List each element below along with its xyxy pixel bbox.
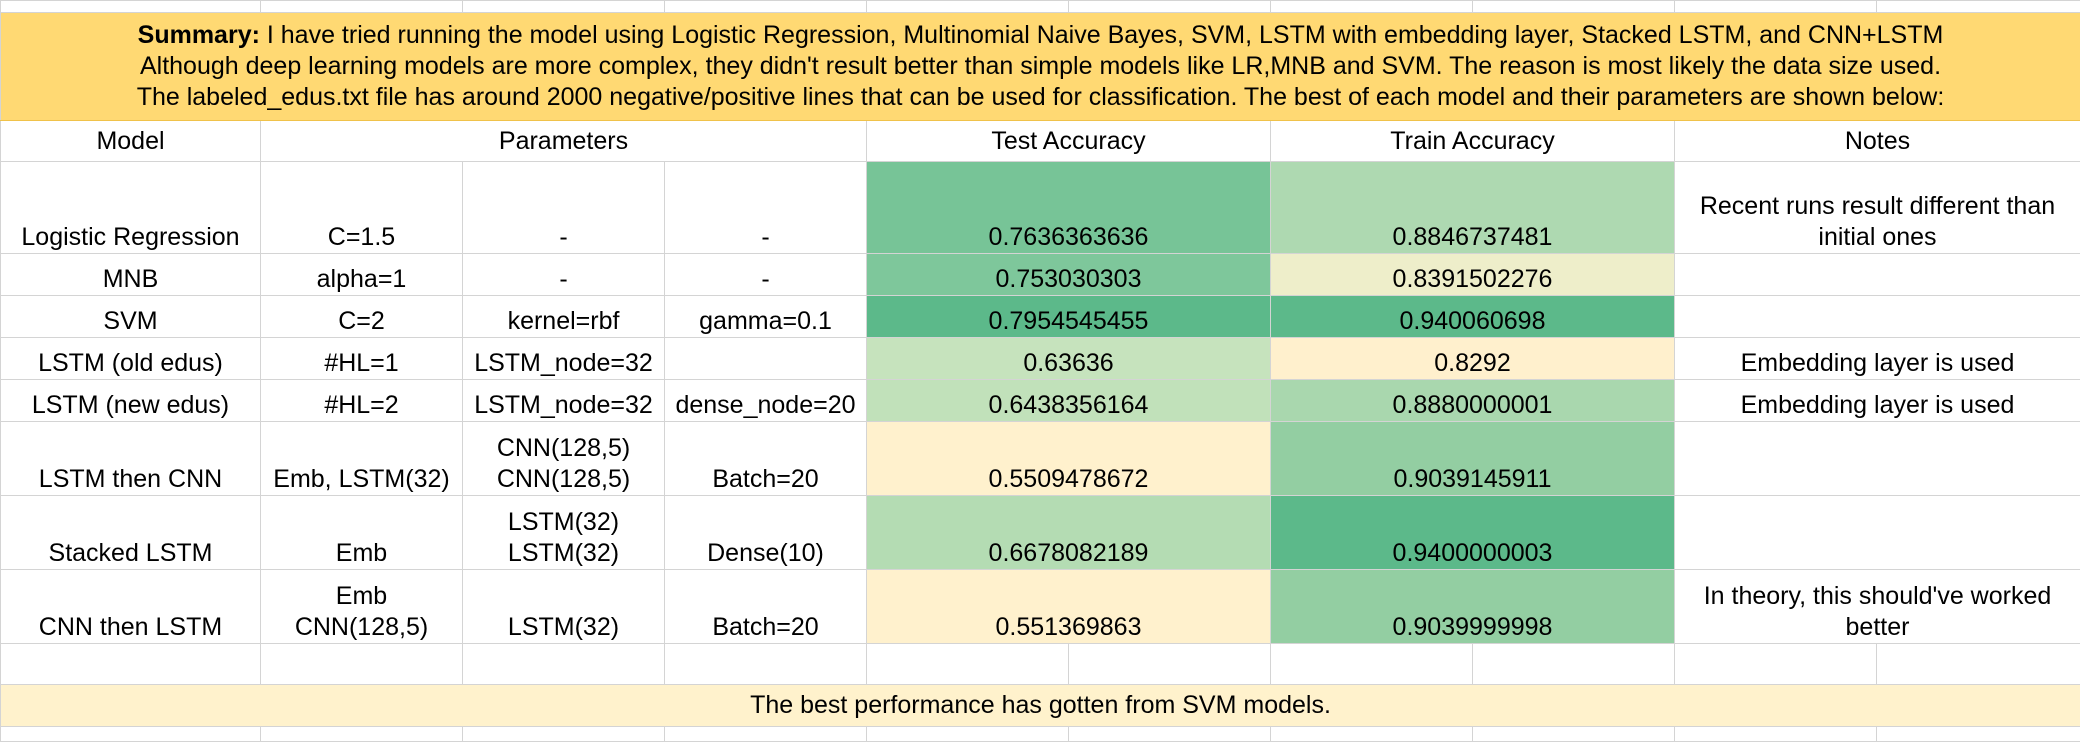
model-cell[interactable]: SVM — [1, 296, 261, 338]
train-accuracy-cell[interactable]: 0.940060698 — [1271, 296, 1675, 338]
param-cell[interactable]: Emb, LSTM(32) — [261, 422, 463, 496]
notes-cell[interactable]: In theory, this should've worked better — [1675, 570, 2080, 644]
param-cell[interactable]: CNN(128,5)CNN(128,5) — [463, 422, 665, 496]
param-cell[interactable]: LSTM(32)LSTM(32) — [463, 496, 665, 570]
summary-line-1: Summary: I have tried running the model … — [1, 20, 2080, 51]
header-model[interactable]: Model — [1, 121, 261, 162]
table-row: LSTM (old edus) #HL=1 LSTM_node=32 0.636… — [1, 338, 2080, 380]
param-cell[interactable]: Dense(10) — [665, 496, 867, 570]
test-accuracy-cell[interactable]: 0.551369863 — [867, 570, 1271, 644]
model-cell[interactable]: LSTM (new edus) — [1, 380, 261, 422]
train-accuracy-cell[interactable]: 0.8880000001 — [1271, 380, 1675, 422]
param-cell[interactable]: LSTM_node=32 — [463, 380, 665, 422]
test-accuracy-cell[interactable]: 0.6438356164 — [867, 380, 1271, 422]
model-cell[interactable]: LSTM then CNN — [1, 422, 261, 496]
param-cell[interactable]: #HL=2 — [261, 380, 463, 422]
param-cell[interactable]: gamma=0.1 — [665, 296, 867, 338]
model-cell[interactable]: Logistic Regression — [1, 162, 261, 254]
summary-line-2: Although deep learning models are more c… — [1, 51, 2080, 82]
train-accuracy-cell[interactable]: 0.8391502276 — [1271, 254, 1675, 296]
test-accuracy-cell[interactable]: 0.753030303 — [867, 254, 1271, 296]
test-accuracy-cell[interactable]: 0.7954545455 — [867, 296, 1271, 338]
model-cell[interactable]: LSTM (old edus) — [1, 338, 261, 380]
table-row: Logistic Regression C=1.5 - - 0.76363636… — [1, 162, 2080, 254]
test-accuracy-cell[interactable]: 0.7636363636 — [867, 162, 1271, 254]
table-row: LSTM (new edus) #HL=2 LSTM_node=32 dense… — [1, 380, 2080, 422]
model-cell[interactable]: Stacked LSTM — [1, 496, 261, 570]
param-cell[interactable] — [665, 338, 867, 380]
notes-cell[interactable] — [1675, 254, 2080, 296]
table-row: Stacked LSTM Emb LSTM(32)LSTM(32) Dense(… — [1, 496, 2080, 570]
notes-cell[interactable]: Embedding layer is used — [1675, 380, 2080, 422]
param-cell[interactable]: dense_node=20 — [665, 380, 867, 422]
model-cell[interactable]: CNN then LSTM — [1, 570, 261, 644]
notes-cell[interactable]: Recent runs result different than initia… — [1675, 162, 2080, 254]
param-cell[interactable]: C=2 — [261, 296, 463, 338]
test-accuracy-cell[interactable]: 0.6678082189 — [867, 496, 1271, 570]
test-accuracy-cell[interactable]: 0.5509478672 — [867, 422, 1271, 496]
param-cell[interactable]: #HL=1 — [261, 338, 463, 380]
notes-cell[interactable] — [1675, 422, 2080, 496]
notes-cell[interactable] — [1675, 496, 2080, 570]
header-parameters[interactable]: Parameters — [261, 121, 867, 162]
param-cell[interactable]: LSTM_node=32 — [463, 338, 665, 380]
train-accuracy-cell[interactable]: 0.9039145911 — [1271, 422, 1675, 496]
table-row: SVM C=2 kernel=rbf gamma=0.1 0.795454545… — [1, 296, 2080, 338]
param-cell[interactable]: - — [463, 254, 665, 296]
param-cell[interactable]: C=1.5 — [261, 162, 463, 254]
summary-label: Summary: — [138, 21, 260, 49]
model-cell[interactable]: MNB — [1, 254, 261, 296]
empty-row — [1, 644, 2080, 685]
header-test-accuracy[interactable]: Test Accuracy — [867, 121, 1271, 162]
summary-cell[interactable]: Summary: I have tried running the model … — [1, 13, 2080, 121]
param-cell[interactable]: LSTM(32) — [463, 570, 665, 644]
train-accuracy-cell[interactable]: 0.9039999998 — [1271, 570, 1675, 644]
param-cell[interactable]: - — [665, 254, 867, 296]
header-train-accuracy[interactable]: Train Accuracy — [1271, 121, 1675, 162]
notes-cell[interactable] — [1675, 296, 2080, 338]
param-cell[interactable]: - — [665, 162, 867, 254]
notes-cell[interactable]: Embedding layer is used — [1675, 338, 2080, 380]
param-cell[interactable]: kernel=rbf — [463, 296, 665, 338]
param-cell[interactable]: Emb — [261, 496, 463, 570]
param-cell[interactable]: Batch=20 — [665, 570, 867, 644]
footer-note[interactable]: The best performance has gotten from SVM… — [1, 685, 2080, 727]
train-accuracy-cell[interactable]: 0.8846737481 — [1271, 162, 1675, 254]
train-accuracy-cell[interactable]: 0.8292 — [1271, 338, 1675, 380]
table-row: LSTM then CNN Emb, LSTM(32) CNN(128,5)CN… — [1, 422, 2080, 496]
train-accuracy-cell[interactable]: 0.9400000003 — [1271, 496, 1675, 570]
summary-line-3: The labeled_edus.txt file has around 200… — [1, 82, 2080, 113]
header-notes[interactable]: Notes — [1675, 121, 2080, 162]
param-cell[interactable]: - — [463, 162, 665, 254]
test-accuracy-cell[interactable]: 0.63636 — [867, 338, 1271, 380]
param-cell[interactable]: Batch=20 — [665, 422, 867, 496]
param-cell[interactable]: alpha=1 — [261, 254, 463, 296]
table-row: MNB alpha=1 - - 0.753030303 0.8391502276 — [1, 254, 2080, 296]
